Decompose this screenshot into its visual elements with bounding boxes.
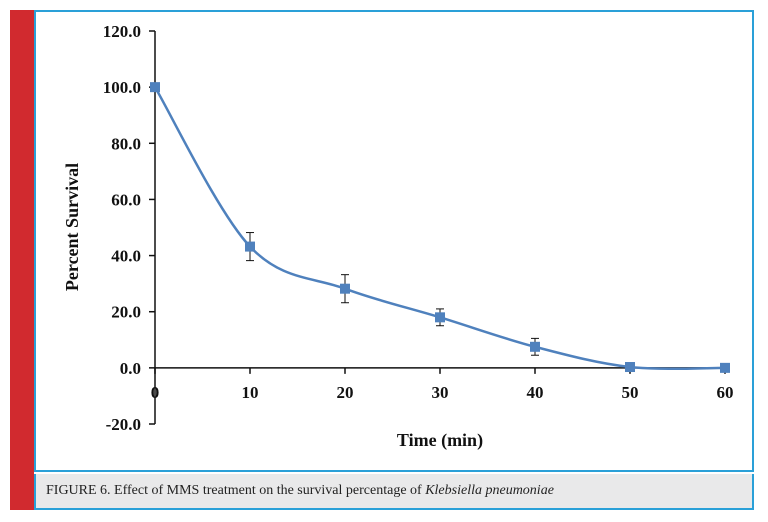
data-point	[340, 283, 350, 294]
y-tick-label: 80.0	[111, 134, 141, 153]
data-markers	[150, 82, 730, 373]
x-tick-label: 20	[337, 383, 354, 402]
data-point	[150, 82, 160, 93]
y-ticks: -20.0 0.0 20.0 40.0 60.0 80.0 100.0 120.0	[103, 22, 155, 434]
y-tick-label: 40.0	[111, 247, 141, 266]
x-axis-label: Time (min)	[397, 430, 483, 451]
x-tick-label: 40	[527, 383, 544, 402]
y-tick-label: 100.0	[103, 78, 141, 97]
data-point	[625, 362, 635, 373]
y-tick-label: 0.0	[120, 359, 141, 378]
data-point	[245, 241, 255, 252]
x-tick-label: 10	[242, 383, 259, 402]
y-tick-label: 60.0	[111, 190, 141, 209]
caption-organism: Klebsiella pneumoniae	[425, 483, 554, 498]
survival-curve	[153, 86, 726, 371]
error-bars	[151, 84, 729, 370]
y-tick-label: 120.0	[103, 22, 141, 41]
x-tick-label: 50	[622, 383, 639, 402]
data-point	[530, 341, 540, 352]
figure-caption: FIGURE 6. Effect of MMS treatment on the…	[34, 474, 754, 510]
y-tick-label: -20.0	[106, 415, 141, 434]
accent-bar	[10, 10, 34, 510]
y-axis-label: Percent Survival	[62, 163, 82, 291]
x-tick-label: 30	[432, 383, 449, 402]
x-ticks: 0 10 20 30 40 50 60	[151, 367, 734, 402]
x-tick-label: 0	[151, 383, 160, 402]
y-tick-label: 20.0	[111, 303, 141, 322]
axes	[154, 31, 725, 424]
x-tick-label: 60	[717, 383, 734, 402]
data-point	[720, 362, 730, 373]
caption-text: FIGURE 6. Effect of MMS treatment on the…	[46, 483, 422, 498]
data-point	[435, 312, 445, 323]
survival-chart: -20.0 0.0 20.0 40.0 60.0 80.0 100.0 120.0 0 10 20…	[62, 22, 734, 451]
